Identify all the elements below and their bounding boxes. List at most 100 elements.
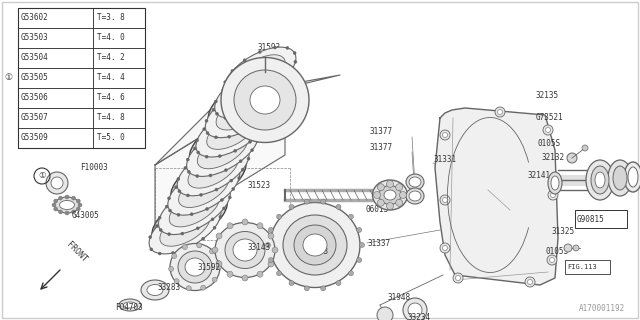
Circle shape bbox=[183, 205, 186, 208]
Circle shape bbox=[228, 196, 231, 199]
Ellipse shape bbox=[225, 231, 265, 268]
Ellipse shape bbox=[216, 93, 266, 130]
Circle shape bbox=[212, 108, 215, 111]
Text: FIG.113: FIG.113 bbox=[567, 264, 596, 270]
Circle shape bbox=[237, 168, 240, 171]
Circle shape bbox=[205, 155, 208, 158]
Text: 0105S: 0105S bbox=[546, 247, 569, 257]
Circle shape bbox=[202, 237, 205, 240]
Circle shape bbox=[288, 71, 291, 74]
Circle shape bbox=[227, 223, 233, 229]
Text: 31325: 31325 bbox=[552, 228, 575, 236]
Ellipse shape bbox=[189, 114, 265, 168]
Bar bbox=[18, 8, 145, 148]
Ellipse shape bbox=[169, 190, 220, 227]
Circle shape bbox=[387, 203, 394, 210]
Circle shape bbox=[399, 191, 406, 198]
Circle shape bbox=[285, 80, 287, 83]
Ellipse shape bbox=[586, 160, 614, 200]
Circle shape bbox=[245, 104, 248, 107]
Circle shape bbox=[247, 157, 250, 160]
Circle shape bbox=[543, 125, 553, 135]
Text: ①: ① bbox=[4, 74, 12, 83]
Bar bbox=[93, 128, 145, 148]
Circle shape bbox=[196, 243, 202, 248]
Text: 0601S: 0601S bbox=[365, 205, 388, 214]
Circle shape bbox=[286, 46, 289, 49]
Circle shape bbox=[208, 182, 211, 185]
Circle shape bbox=[159, 228, 162, 231]
Ellipse shape bbox=[224, 47, 296, 99]
Circle shape bbox=[180, 232, 184, 235]
Text: G53506: G53506 bbox=[21, 93, 49, 102]
Circle shape bbox=[215, 188, 218, 191]
Ellipse shape bbox=[187, 124, 259, 176]
Circle shape bbox=[377, 307, 393, 320]
Circle shape bbox=[218, 206, 221, 210]
Circle shape bbox=[305, 199, 309, 204]
Circle shape bbox=[65, 211, 69, 215]
Ellipse shape bbox=[141, 280, 169, 300]
Circle shape bbox=[294, 60, 297, 63]
Bar bbox=[575, 210, 627, 228]
Text: G53504: G53504 bbox=[21, 53, 49, 62]
Circle shape bbox=[78, 203, 82, 207]
Circle shape bbox=[172, 253, 177, 259]
Bar bbox=[93, 88, 145, 108]
Circle shape bbox=[239, 160, 242, 163]
Ellipse shape bbox=[303, 234, 327, 256]
Circle shape bbox=[156, 225, 159, 228]
Text: 32135: 32135 bbox=[536, 91, 559, 100]
Text: T=4. 6: T=4. 6 bbox=[97, 93, 125, 102]
Ellipse shape bbox=[294, 225, 336, 265]
Circle shape bbox=[168, 197, 170, 200]
Ellipse shape bbox=[595, 172, 605, 188]
Circle shape bbox=[58, 196, 63, 200]
Bar bbox=[18, 28, 93, 48]
Circle shape bbox=[293, 52, 296, 54]
Polygon shape bbox=[435, 108, 558, 285]
Circle shape bbox=[378, 184, 384, 191]
Text: G53507: G53507 bbox=[21, 114, 49, 123]
Text: T=4. 2: T=4. 2 bbox=[97, 53, 125, 62]
Circle shape bbox=[550, 258, 554, 262]
Circle shape bbox=[186, 158, 189, 161]
Bar bbox=[18, 108, 93, 128]
Circle shape bbox=[246, 148, 249, 151]
Circle shape bbox=[564, 244, 572, 252]
Circle shape bbox=[211, 218, 214, 221]
Circle shape bbox=[249, 70, 252, 73]
Circle shape bbox=[255, 129, 259, 132]
Circle shape bbox=[257, 138, 259, 141]
Circle shape bbox=[228, 135, 230, 138]
Circle shape bbox=[216, 265, 221, 269]
Circle shape bbox=[237, 116, 240, 119]
Circle shape bbox=[255, 85, 258, 88]
Text: G53505: G53505 bbox=[21, 74, 49, 83]
Circle shape bbox=[239, 143, 242, 146]
Ellipse shape bbox=[160, 210, 210, 246]
Circle shape bbox=[276, 82, 280, 85]
Circle shape bbox=[378, 199, 384, 206]
Circle shape bbox=[231, 69, 234, 73]
Circle shape bbox=[182, 244, 188, 250]
Circle shape bbox=[196, 139, 198, 142]
Circle shape bbox=[269, 110, 272, 113]
Circle shape bbox=[175, 186, 177, 189]
Ellipse shape bbox=[124, 302, 136, 308]
Circle shape bbox=[321, 286, 326, 291]
Circle shape bbox=[215, 117, 218, 120]
Ellipse shape bbox=[409, 191, 421, 201]
Circle shape bbox=[267, 85, 270, 88]
Ellipse shape bbox=[409, 177, 421, 187]
Ellipse shape bbox=[613, 166, 627, 190]
Ellipse shape bbox=[235, 55, 285, 91]
Circle shape bbox=[396, 199, 403, 206]
Ellipse shape bbox=[159, 183, 230, 235]
Circle shape bbox=[268, 228, 273, 232]
Circle shape bbox=[336, 281, 341, 286]
Bar bbox=[18, 68, 93, 88]
Circle shape bbox=[232, 188, 235, 190]
Ellipse shape bbox=[233, 239, 257, 261]
Circle shape bbox=[453, 273, 463, 283]
